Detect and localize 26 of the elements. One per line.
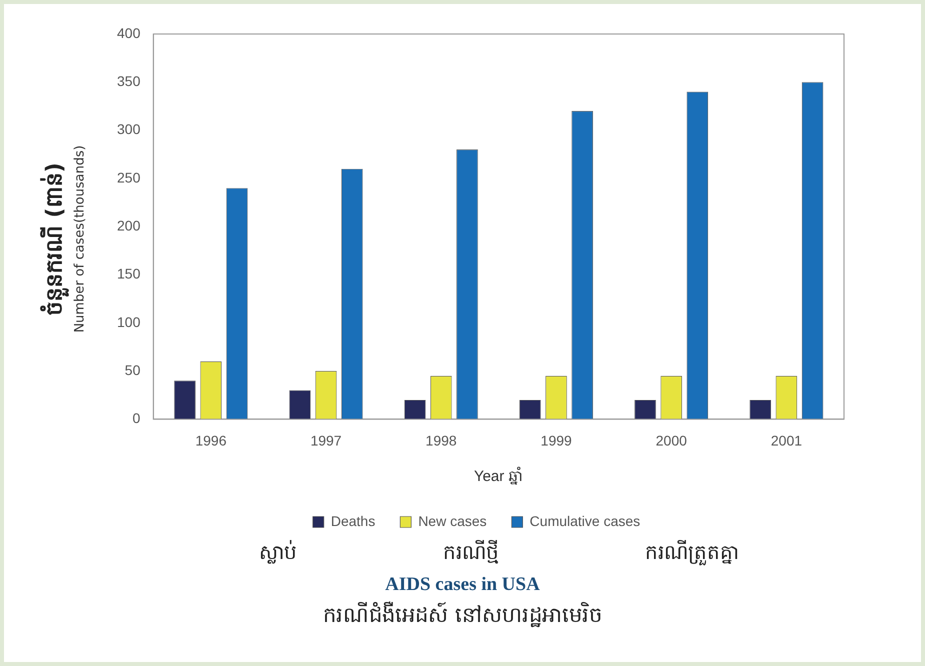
x-axis-title: Year ឆ្នាំ: [474, 466, 524, 486]
x-tick-label: 2000: [656, 432, 688, 448]
x-tick-label: 1997: [310, 432, 342, 448]
legend-label: Cumulative cases: [530, 512, 640, 529]
y-tick-label: 400: [117, 24, 141, 41]
y-tick-label: 300: [117, 121, 141, 138]
text: ករណីជំងឺអេដស៍ នៅសហរដ្ឋអាមេរិច: [322, 601, 603, 630]
legend-label: New cases: [418, 512, 487, 529]
text: ស្លាប់: [259, 539, 297, 566]
y2-axis-title: Number of cases(thousands): [72, 145, 88, 333]
text: AIDS cases in USA: [384, 574, 541, 596]
legend-label: Deaths: [330, 512, 376, 529]
y-tick-label: 50: [124, 362, 141, 378]
text: ករណីថ្មី: [443, 539, 499, 566]
x-tick-label: 1998: [426, 432, 457, 448]
text: ករណីត្រួតគ្នា: [645, 539, 739, 568]
y-tick-label: 250: [117, 169, 141, 186]
y-tick-label: 200: [117, 217, 141, 234]
x-tick-label: 1999: [540, 432, 572, 448]
y-tick-label: 150: [117, 266, 141, 282]
x-tick-label: 1996: [195, 432, 227, 448]
y-axis-title: ចំនួនករណី (ពាន់): [40, 162, 70, 318]
y-tick-label: 100: [117, 314, 141, 330]
x-tick-label: 2001: [770, 432, 802, 448]
y-tick-label: 0: [132, 410, 141, 426]
y-tick-label: 350: [117, 73, 141, 90]
